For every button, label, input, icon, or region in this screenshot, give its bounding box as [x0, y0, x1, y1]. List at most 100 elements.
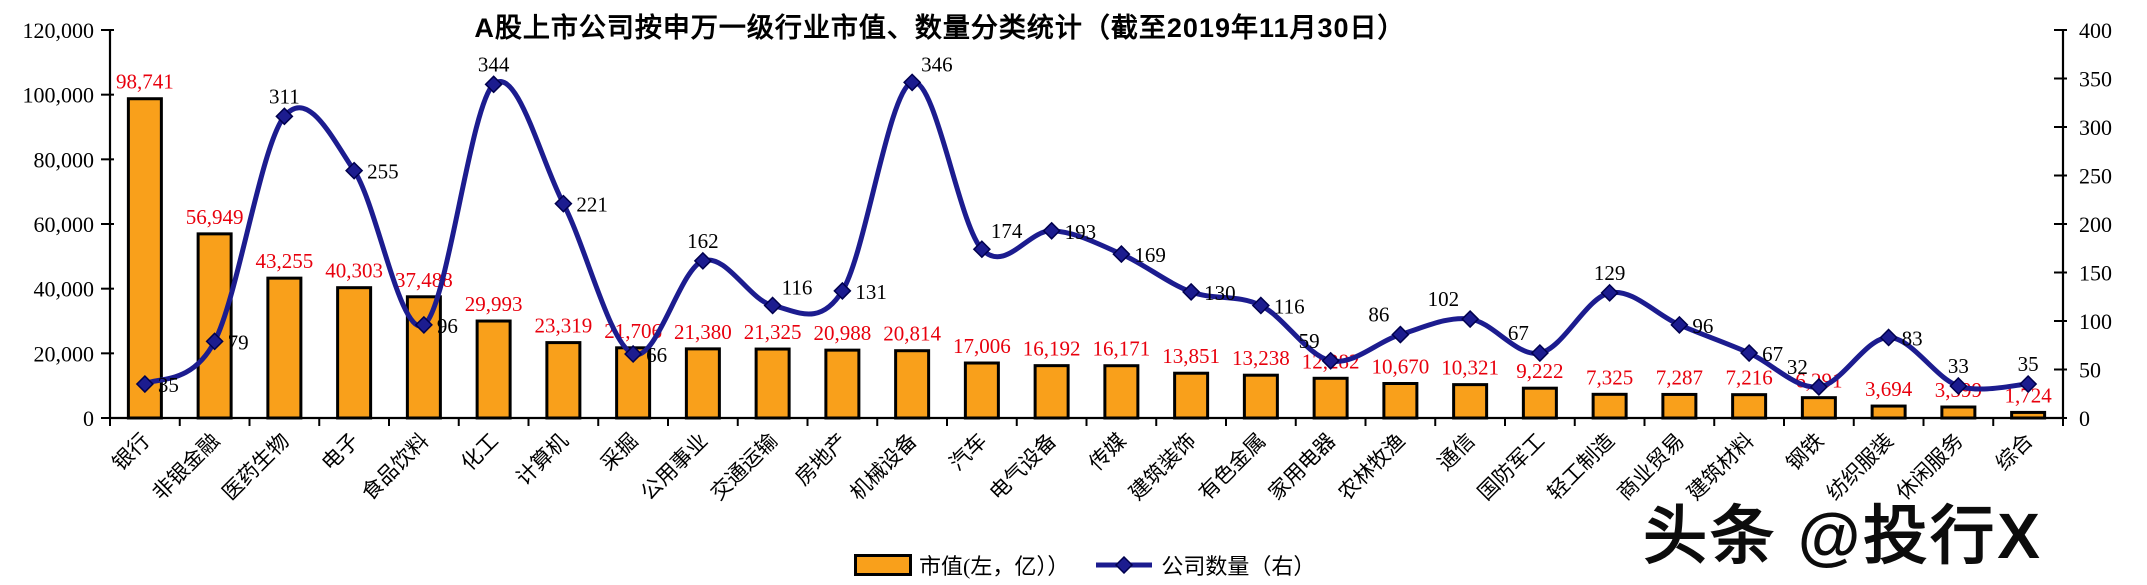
bar-value-label: 20,814	[883, 322, 941, 346]
x-axis-label: 通信	[1433, 429, 1480, 476]
bar	[894, 349, 931, 420]
bar	[1242, 373, 1279, 420]
bar	[1521, 386, 1558, 420]
y-axis-right-label: 50	[2079, 358, 2101, 383]
x-axis-label: 化工	[456, 429, 503, 476]
bar	[126, 97, 163, 420]
x-axis-label: 非银金融	[148, 429, 224, 505]
bar-value-label: 7,216	[1726, 366, 1773, 390]
bar-value-label: 23,319	[535, 314, 593, 338]
line-marker	[1391, 325, 1410, 344]
line-marker	[484, 75, 503, 94]
count-label: 129	[1594, 261, 1626, 285]
line-marker	[833, 281, 852, 300]
bar	[824, 348, 861, 420]
count-label: 169	[1134, 243, 1166, 267]
line-marker	[345, 161, 364, 180]
line-marker	[624, 344, 643, 364]
line-marker	[693, 251, 712, 270]
bar	[545, 341, 582, 420]
count-label: 35	[158, 373, 179, 397]
count-label: 102	[1428, 287, 1460, 311]
line-marker	[1251, 296, 1270, 315]
count-label: 35	[2018, 352, 2039, 376]
x-axis-label: 建筑装饰	[1124, 429, 1200, 505]
legend-bar-swatch	[854, 554, 912, 576]
y-axis-right-label: 400	[2079, 18, 2112, 43]
count-label: 193	[1065, 220, 1097, 244]
count-label: 346	[921, 52, 953, 76]
legend-bar-label: 市值(左，亿））	[919, 554, 1070, 579]
count-label: 83	[1902, 326, 1923, 350]
count-label: 66	[646, 343, 667, 367]
count-label: 86	[1368, 303, 1389, 327]
y-axis-left-label: 60,000	[34, 212, 95, 237]
legend: 市值(左，亿）） 公司数量（右）	[854, 549, 1315, 581]
count-label: 116	[1274, 294, 1305, 318]
y-axis-left-label: 20,000	[34, 341, 95, 366]
count-label: 32	[1787, 355, 1808, 379]
count-label: 174	[991, 219, 1023, 243]
count-label: 255	[367, 160, 399, 184]
x-axis-label: 公用事业	[636, 429, 712, 505]
y-axis-right-label: 350	[2079, 67, 2112, 92]
line-marker	[763, 296, 782, 315]
count-label: 67	[1508, 321, 1529, 345]
bar-value-label: 56,949	[186, 205, 244, 229]
y-axis-right-label: 150	[2079, 261, 2112, 286]
y-axis-right-label: 250	[2079, 164, 2112, 189]
bar-value-label: 7,325	[1586, 365, 1633, 389]
line-marker	[1600, 283, 1619, 302]
bar-value-label: 98,741	[116, 70, 174, 94]
x-axis-label: 综合	[1991, 429, 2038, 476]
line-marker	[554, 194, 573, 213]
bar-value-label: 17,006	[953, 334, 1011, 358]
line-marker	[275, 107, 294, 126]
count-label: 162	[687, 229, 719, 253]
bar	[1173, 371, 1210, 420]
x-axis-label: 传媒	[1084, 429, 1131, 476]
bar	[1382, 382, 1419, 420]
bar-value-label: 21,325	[744, 320, 802, 344]
bar-value-label: 3,694	[1865, 377, 1913, 401]
count-label: 96	[437, 314, 458, 338]
x-axis-label: 食品饮料	[357, 429, 433, 505]
x-axis-label: 交通运输	[706, 429, 782, 505]
bar	[336, 286, 373, 420]
count-label: 311	[269, 84, 300, 108]
line-marker	[1949, 376, 1968, 396]
line-marker	[414, 315, 433, 334]
y-axis-left-label: 80,000	[34, 147, 95, 172]
count-label: 344	[478, 52, 510, 76]
y-axis-left-label: 40,000	[34, 277, 95, 302]
chart-title: A股上市公司按申万一级行业市值、数量分类统计（截至2019年11月30日）	[474, 13, 1406, 43]
bar-value-label: 13,851	[1162, 344, 1220, 368]
bar	[1312, 376, 1349, 420]
x-axis-label: 医药生物	[218, 429, 294, 505]
bar	[1870, 404, 1907, 420]
bar	[266, 276, 303, 420]
bar	[1800, 396, 1837, 420]
x-axis-label: 有色金属	[1194, 429, 1270, 505]
bar	[1591, 392, 1628, 420]
bar-value-label: 20,988	[814, 321, 872, 345]
watermark: 头条 @投行X	[1643, 500, 2043, 572]
legend-line-label: 公司数量（右）	[1161, 554, 1316, 579]
y-axis-left-label: 0	[83, 406, 94, 431]
line-marker	[1042, 221, 1061, 240]
y-axis-right-label: 100	[2079, 309, 2112, 334]
x-axis-label: 房地产	[790, 429, 852, 491]
line-marker	[1182, 282, 1201, 301]
bar-value-label: 10,670	[1372, 355, 1430, 379]
count-label: 67	[1762, 342, 1783, 366]
x-axis-label: 电气设备	[985, 429, 1061, 505]
bar-value-label: 40,303	[325, 259, 383, 283]
x-axis-label: 国防军工	[1473, 429, 1549, 505]
x-axis-label: 机械设备	[845, 429, 921, 505]
count-label: 33	[1948, 354, 1969, 378]
x-axis-label: 轻工制造	[1543, 429, 1619, 505]
y-axis-right-label: 200	[2079, 212, 2112, 237]
bar	[963, 361, 1000, 420]
bar	[754, 347, 791, 420]
count-label: 59	[1299, 329, 1320, 353]
